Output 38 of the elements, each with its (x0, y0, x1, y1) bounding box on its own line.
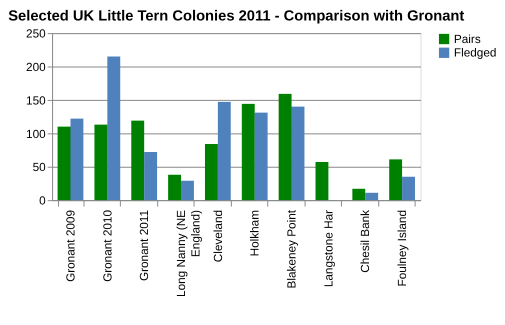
x-tick-label: Gronant 2011 (138, 210, 152, 282)
bar (144, 152, 158, 200)
legend-label: Pairs (454, 32, 481, 46)
x-tick-label: Langstone Har (322, 210, 336, 288)
x-tick-label: Holkham (248, 210, 262, 256)
bar (131, 120, 144, 200)
bar (278, 94, 292, 200)
y-tick-label: 150 (26, 94, 46, 108)
bar (107, 56, 120, 200)
y-tick-label: 250 (26, 28, 46, 41)
x-tick-label: Chesil Bank (359, 210, 372, 273)
x-tick-label: Gronant 2009 (64, 210, 78, 282)
x-tick-label: Gronant 2010 (101, 210, 114, 282)
bar (94, 124, 108, 200)
y-tick-label: 100 (26, 128, 46, 141)
bar (204, 144, 218, 200)
bar (316, 162, 328, 200)
y-tick-label: 200 (26, 60, 46, 74)
bar (242, 104, 255, 200)
bar (58, 126, 70, 200)
y-tick-label: 0 (39, 194, 46, 208)
bar (352, 188, 366, 200)
legend-label: Fledged (454, 46, 496, 60)
bar (181, 180, 194, 200)
chart-title: Selected UK Little Tern Colonies 2011 - Comparison with Gronant (8, 8, 464, 24)
bar (254, 112, 268, 200)
bar (365, 192, 378, 200)
bar (402, 176, 415, 200)
x-tick-label: Cleveland (212, 210, 225, 262)
bar (168, 174, 182, 200)
x-tick-label: Blakeney Point (285, 209, 298, 288)
bar (389, 159, 402, 200)
bar (218, 102, 231, 200)
bar (292, 106, 304, 200)
bar (70, 118, 84, 200)
y-tick-label: 50 (32, 161, 46, 174)
x-tick-label: Foulney Island (396, 210, 410, 286)
x-tick-label: Long Nanny (NE England) (174, 210, 203, 297)
